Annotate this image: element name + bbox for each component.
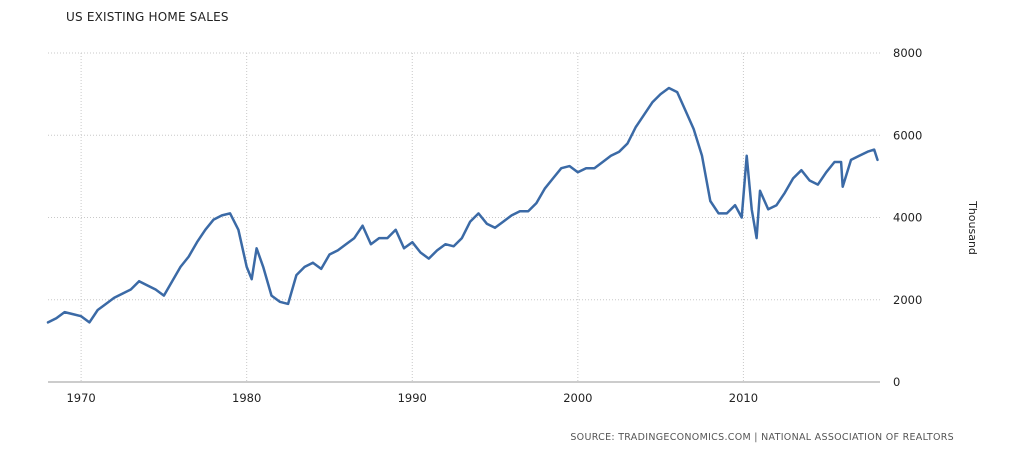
y-axis-label: Thousand [966, 200, 979, 255]
x-tick-label: 1970 [66, 391, 95, 405]
grid-lines [48, 52, 880, 382]
y-tick-label: 8000 [893, 46, 922, 60]
chart-title: US EXISTING HOME SALES [66, 10, 229, 24]
y-tick-label: 2000 [893, 293, 922, 307]
series-group [46, 86, 879, 324]
x-tick-label: 1980 [232, 391, 261, 405]
source-note: SOURCE: TRADINGECONOMICS.COM | NATIONAL … [570, 432, 954, 443]
x-tick-labels: 1970 1980 1990 2000 2010 [66, 391, 758, 405]
y-tick-labels: 0 2000 4000 6000 8000 [893, 46, 922, 389]
y-tick-label: 4000 [893, 211, 922, 225]
y-tick-label: 0 [893, 375, 900, 389]
x-tick-label: 2000 [563, 391, 592, 405]
y-tick-label: 6000 [893, 128, 922, 142]
x-tick-label: 2010 [729, 391, 758, 405]
x-tick-label: 1990 [398, 391, 427, 405]
series-line [46, 86, 879, 324]
